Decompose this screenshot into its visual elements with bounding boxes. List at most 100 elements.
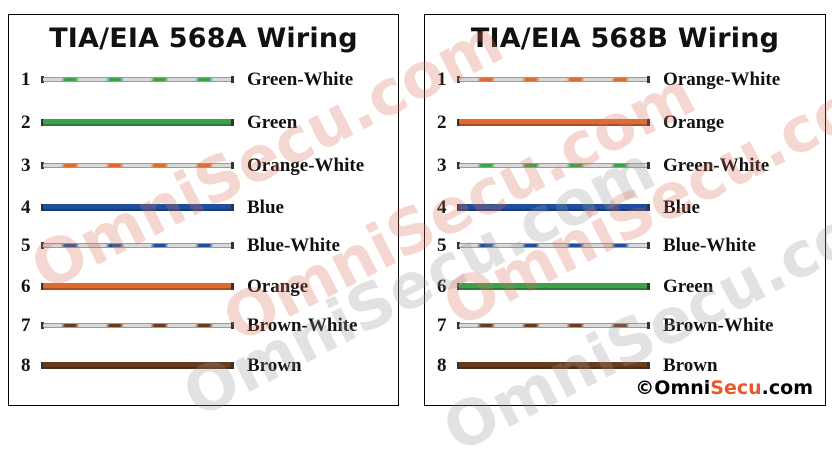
wire-end-cap <box>231 204 234 211</box>
wire-end-cap <box>41 322 44 329</box>
pin-number: 6 <box>21 276 31 297</box>
copyright-suffix: .com <box>761 377 813 399</box>
wire-label: Blue-White <box>247 235 340 256</box>
wire-label: Blue-White <box>663 235 756 256</box>
wire-row: 6 Orange <box>9 275 398 299</box>
wire-end-cap <box>457 283 460 290</box>
wire <box>43 323 233 328</box>
pin-number: 2 <box>21 112 31 133</box>
wire <box>459 163 649 168</box>
wire-end-cap <box>41 119 44 126</box>
wire-end-cap <box>647 119 650 126</box>
pin-number: 8 <box>437 355 447 376</box>
wire-end-cap <box>41 283 44 290</box>
wire-row: 2 Green <box>9 111 398 135</box>
pin-number: 4 <box>437 197 447 218</box>
copyright-brand-b: Secu <box>710 377 762 399</box>
wire <box>43 77 233 82</box>
wire <box>459 204 649 211</box>
wire-label: Brown-White <box>663 315 774 336</box>
wire-row: 8 Brown <box>9 354 398 378</box>
wire-end-cap <box>41 76 44 83</box>
wire-label: Green <box>663 276 714 297</box>
wire-end-cap <box>41 204 44 211</box>
pin-number: 4 <box>21 197 31 218</box>
wire-row: 8 Brown <box>425 354 825 378</box>
pin-number: 1 <box>437 69 447 90</box>
wire-row: 5 Blue-White <box>425 234 825 258</box>
wire <box>459 243 649 248</box>
copyright-text: ©OmniSecu.com <box>635 377 813 399</box>
wire-row: 7 Brown-White <box>9 314 398 338</box>
wire-end-cap <box>647 283 650 290</box>
wire-end-cap <box>457 76 460 83</box>
wire <box>43 204 233 211</box>
wire-end-cap <box>457 119 460 126</box>
pin-number: 8 <box>21 355 31 376</box>
pin-number: 7 <box>437 315 447 336</box>
wire-end-cap <box>231 119 234 126</box>
wire-end-cap <box>457 242 460 249</box>
pin-number: 7 <box>21 315 31 336</box>
wire-label: Blue <box>247 197 284 218</box>
wire <box>43 283 233 290</box>
wire <box>459 77 649 82</box>
wire-end-cap <box>647 322 650 329</box>
wire-label: Orange-White <box>663 69 781 90</box>
wire-end-cap <box>231 242 234 249</box>
wire <box>43 119 233 126</box>
pin-number: 2 <box>437 112 447 133</box>
panel-title: TIA/EIA 568A Wiring <box>49 23 358 54</box>
wire <box>43 243 233 248</box>
panel-568b: TIA/EIA 568B Wiring 1 Orange-White 2 Orange… <box>424 14 826 406</box>
wire-end-cap <box>647 362 650 369</box>
wire-row: 1 Orange-White <box>425 68 825 92</box>
wire <box>459 119 649 126</box>
wire-label: Blue <box>663 197 700 218</box>
wire-label: Brown <box>663 355 718 376</box>
wire-row: 4 Blue <box>425 196 825 220</box>
wire-end-cap <box>647 162 650 169</box>
wire <box>459 283 649 290</box>
wire-row: 4 Blue <box>9 196 398 220</box>
wire-label: Brown-White <box>247 315 358 336</box>
panel-568a: TIA/EIA 568A Wiring 1 Green-White 2 Green 3 O… <box>8 14 399 406</box>
pin-number: 3 <box>21 155 31 176</box>
wire-row: 3 Orange-White <box>9 154 398 178</box>
wire-end-cap <box>457 322 460 329</box>
wire-end-cap <box>647 204 650 211</box>
wire-label: Orange <box>663 112 725 133</box>
wire-row: 3 Green-White <box>425 154 825 178</box>
wire-end-cap <box>647 242 650 249</box>
pin-number: 3 <box>437 155 447 176</box>
wire-label: Green <box>247 112 298 133</box>
wire-end-cap <box>457 204 460 211</box>
wire-row: 1 Green-White <box>9 68 398 92</box>
wire-end-cap <box>457 162 460 169</box>
wire-row: 2 Orange <box>425 111 825 135</box>
wire-end-cap <box>231 162 234 169</box>
wire-label: Green-White <box>663 155 770 176</box>
copyright-brand-a: Omni <box>654 377 711 399</box>
wire <box>459 362 649 369</box>
wire-row: 7 Brown-White <box>425 314 825 338</box>
wire-row: 6 Green <box>425 275 825 299</box>
wire-end-cap <box>647 76 650 83</box>
wire-end-cap <box>231 362 234 369</box>
wire-row: 5 Blue-White <box>9 234 398 258</box>
wire-end-cap <box>41 362 44 369</box>
wire-label: Orange-White <box>247 155 365 176</box>
wire <box>459 323 649 328</box>
panel-title: TIA/EIA 568B Wiring <box>470 23 780 54</box>
wire-end-cap <box>231 322 234 329</box>
wire-end-cap <box>457 362 460 369</box>
wire-end-cap <box>41 162 44 169</box>
wire-label: Orange <box>247 276 309 297</box>
wire-label: Brown <box>247 355 302 376</box>
wire <box>43 362 233 369</box>
wire <box>43 163 233 168</box>
wire-end-cap <box>231 76 234 83</box>
pin-number: 1 <box>21 69 31 90</box>
pin-number: 5 <box>437 235 447 256</box>
wire-end-cap <box>231 283 234 290</box>
